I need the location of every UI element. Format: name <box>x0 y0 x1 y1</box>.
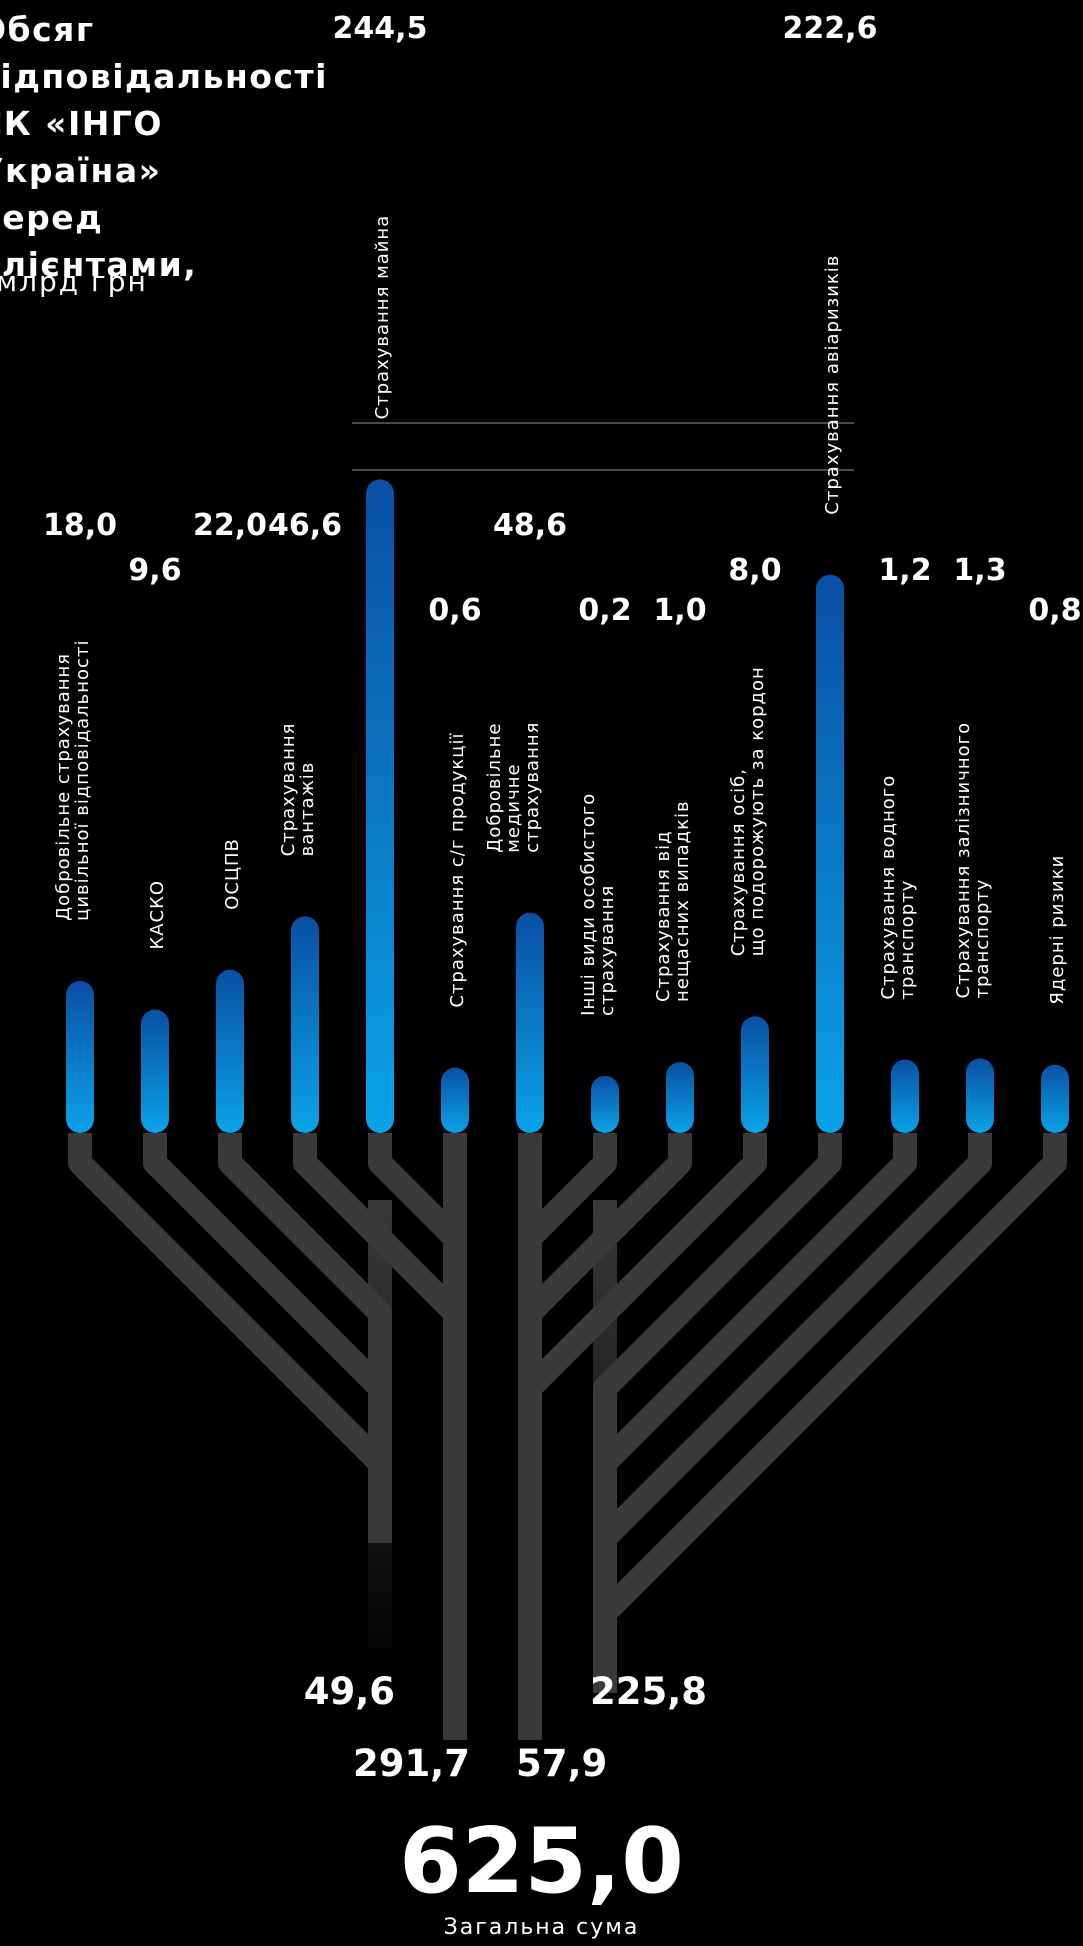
category-label-8: Страхування віднещасних випадків <box>653 800 693 1002</box>
value-label-10: 222,6 <box>783 11 878 46</box>
value-label-7: 0,2 <box>578 593 631 628</box>
bar-9 <box>741 1016 769 1133</box>
group-trunk-2 <box>518 1200 542 1740</box>
bar-11 <box>891 1059 919 1133</box>
bar-10 <box>816 574 844 1133</box>
bar-8 <box>666 1062 694 1133</box>
bar-3 <box>291 916 319 1133</box>
category-label-6: Добровільнемедичнестрахування <box>484 722 543 853</box>
value-label-12: 1,3 <box>953 553 1006 588</box>
value-label-1: 9,6 <box>128 553 181 588</box>
group-trunk-3 <box>593 1200 617 1680</box>
group-trunk-1 <box>443 1200 467 1740</box>
category-label-13: Ядерні ризики <box>1047 855 1068 1005</box>
group-value-2: 57,9 <box>516 1742 607 1785</box>
value-label-5: 0,6 <box>428 593 481 628</box>
category-label-0: Добровільне страхуванняцивільної відпові… <box>53 640 93 921</box>
total-label: Загальна сума <box>443 1915 640 1940</box>
group-value-0: 49,6 <box>304 1670 395 1713</box>
bar-7 <box>591 1075 619 1133</box>
bar-13 <box>1041 1064 1069 1133</box>
value-label-2: 22,0 <box>193 508 267 543</box>
value-label-0: 18,0 <box>43 508 117 543</box>
value-label-3: 46,6 <box>268 508 342 543</box>
value-label-13: 0,8 <box>1028 593 1081 628</box>
group-value-1: 291,7 <box>353 1742 470 1785</box>
value-label-9: 8,0 <box>728 553 781 588</box>
category-label-9: Страхування осіб,що подорожують за кордо… <box>728 666 768 956</box>
category-label-10: Страхування авіаризиків <box>822 255 843 515</box>
connector-13 <box>593 1133 1067 1693</box>
total-value: 625,0 <box>399 1809 684 1914</box>
category-label-5: Страхування с/г продукції <box>447 733 468 1008</box>
category-label-1: КАСКО <box>147 880 168 950</box>
category-label-7: Інші види особистогострахування <box>578 793 618 1016</box>
bar-2 <box>216 969 244 1133</box>
category-label-11: Страхування водноготранспорту <box>878 775 918 1000</box>
value-label-4: 244,5 <box>333 11 428 46</box>
bar-12 <box>966 1058 994 1133</box>
bar-labels: 18,0 Добровільне страхуванняцивільної від… <box>43 11 1082 1016</box>
value-label-8: 1,0 <box>653 593 706 628</box>
group-value-3: 225,8 <box>590 1670 707 1713</box>
bar-4 <box>366 479 394 1133</box>
group-labels: 49,6 291,7 57,9 225,8 <box>304 1670 707 1785</box>
connectors <box>68 1133 1067 1740</box>
group-trunk-0 <box>368 1200 392 1680</box>
bars <box>66 422 1069 1133</box>
bar-0 <box>66 980 94 1133</box>
value-label-6: 48,6 <box>493 508 567 543</box>
category-label-2: ОСЦПВ <box>222 838 243 910</box>
category-label-12: Страхування залізничноготранспорту <box>953 722 993 999</box>
category-label-4: Страхування майна <box>372 215 393 420</box>
bar-1 <box>141 1009 169 1133</box>
bar-5 <box>441 1067 469 1133</box>
chart-title: Обсяг відповідальності СК «ІНГО Україна»… <box>0 10 328 284</box>
bar-6 <box>516 912 544 1133</box>
value-label-11: 1,2 <box>878 553 931 588</box>
chart-unit: млрд грн <box>0 265 148 298</box>
axis-break <box>352 423 854 470</box>
category-label-3: Страхуваннявантажів <box>278 723 318 857</box>
